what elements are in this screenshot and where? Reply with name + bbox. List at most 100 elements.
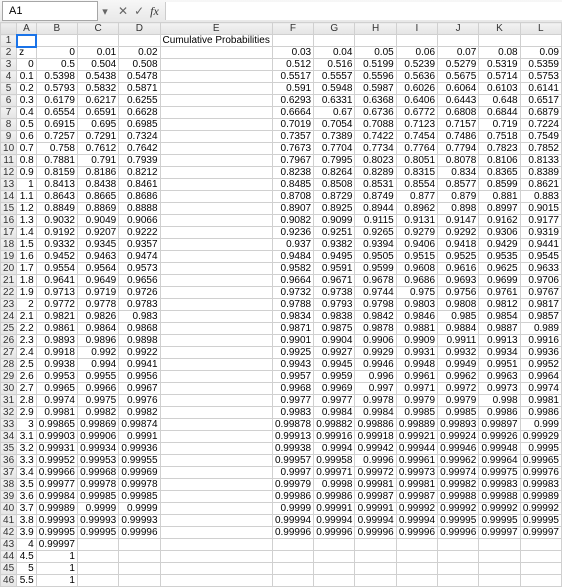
row-header-26[interactable]: 26 <box>1 335 17 347</box>
cell-B26[interactable]: 0.9893 <box>36 335 77 347</box>
row-header-3[interactable]: 3 <box>1 59 17 71</box>
cell-I2[interactable]: 0.06 <box>396 47 437 59</box>
cell-A23[interactable]: 2 <box>17 299 37 311</box>
cell-G24[interactable]: 0.9838 <box>314 311 355 323</box>
cell-C8[interactable]: 0.695 <box>77 119 118 131</box>
cell-D9[interactable]: 0.7324 <box>119 131 160 143</box>
cell-I45[interactable] <box>396 563 437 575</box>
cell-F27[interactable]: 0.9925 <box>272 347 313 359</box>
cell-I15[interactable]: 0.8962 <box>396 203 437 215</box>
cell-L3[interactable]: 0.5359 <box>520 59 561 71</box>
cell-H7[interactable]: 0.6736 <box>355 107 396 119</box>
cell-I1[interactable] <box>396 35 437 47</box>
cell-H25[interactable]: 0.9878 <box>355 323 396 335</box>
cell-L9[interactable]: 0.7549 <box>520 131 561 143</box>
cell-C29[interactable]: 0.9955 <box>77 371 118 383</box>
cell-C10[interactable]: 0.7612 <box>77 143 118 155</box>
cell-E2[interactable] <box>160 47 272 59</box>
cell-J24[interactable]: 0.985 <box>438 311 479 323</box>
cell-E35[interactable] <box>160 443 272 455</box>
cell-L30[interactable]: 0.9974 <box>520 383 561 395</box>
cell-G13[interactable]: 0.8508 <box>314 179 355 191</box>
row-header-9[interactable]: 9 <box>1 131 17 143</box>
cell-G14[interactable]: 0.8729 <box>314 191 355 203</box>
cell-H29[interactable]: 0.996 <box>355 371 396 383</box>
cell-D35[interactable]: 0.99936 <box>119 443 160 455</box>
cell-K16[interactable]: 0.9162 <box>479 215 520 227</box>
cell-C5[interactable]: 0.5832 <box>77 83 118 95</box>
cell-E13[interactable] <box>160 179 272 191</box>
cell-B11[interactable]: 0.7881 <box>36 155 77 167</box>
cell-H34[interactable]: 0.99918 <box>355 431 396 443</box>
cell-B27[interactable]: 0.9918 <box>36 347 77 359</box>
cell-I46[interactable] <box>396 575 437 587</box>
cell-B8[interactable]: 0.6915 <box>36 119 77 131</box>
cell-B45[interactable]: 1 <box>36 563 77 575</box>
cell-A20[interactable]: 1.7 <box>17 263 37 275</box>
cell-I7[interactable]: 0.6772 <box>396 107 437 119</box>
cell-H14[interactable]: 0.8749 <box>355 191 396 203</box>
cell-K26[interactable]: 0.9913 <box>479 335 520 347</box>
cell-H40[interactable]: 0.99991 <box>355 503 396 515</box>
cell-J23[interactable]: 0.9808 <box>438 299 479 311</box>
cell-F18[interactable]: 0.937 <box>272 239 313 251</box>
cell-A44[interactable]: 4.5 <box>17 551 37 563</box>
cell-G6[interactable]: 0.6331 <box>314 95 355 107</box>
cell-G33[interactable]: 0.99882 <box>314 419 355 431</box>
cell-G35[interactable]: 0.9994 <box>314 443 355 455</box>
row-header-43[interactable]: 43 <box>1 539 17 551</box>
cell-F36[interactable]: 0.99957 <box>272 455 313 467</box>
cell-E19[interactable] <box>160 251 272 263</box>
cell-H46[interactable] <box>355 575 396 587</box>
cell-C3[interactable]: 0.504 <box>77 59 118 71</box>
cell-F35[interactable]: 0.99938 <box>272 443 313 455</box>
cell-C35[interactable]: 0.99934 <box>77 443 118 455</box>
cell-D29[interactable]: 0.9956 <box>119 371 160 383</box>
cell-E17[interactable] <box>160 227 272 239</box>
cell-E39[interactable] <box>160 491 272 503</box>
cell-D28[interactable]: 0.9941 <box>119 359 160 371</box>
cell-K12[interactable]: 0.8365 <box>479 167 520 179</box>
cell-I42[interactable]: 0.99996 <box>396 527 437 539</box>
cell-L44[interactable] <box>520 551 561 563</box>
cell-E10[interactable] <box>160 143 272 155</box>
cell-E16[interactable] <box>160 215 272 227</box>
cell-J22[interactable]: 0.9756 <box>438 287 479 299</box>
formula-bar[interactable] <box>165 2 562 20</box>
cell-F8[interactable]: 0.7019 <box>272 119 313 131</box>
cell-G45[interactable] <box>314 563 355 575</box>
cell-A38[interactable]: 3.5 <box>17 479 37 491</box>
cell-K10[interactable]: 0.7823 <box>479 143 520 155</box>
cell-J29[interactable]: 0.9962 <box>438 371 479 383</box>
cell-H38[interactable]: 0.99981 <box>355 479 396 491</box>
cell-D12[interactable]: 0.8212 <box>119 167 160 179</box>
cell-B9[interactable]: 0.7257 <box>36 131 77 143</box>
cell-B6[interactable]: 0.6179 <box>36 95 77 107</box>
cell-D14[interactable]: 0.8686 <box>119 191 160 203</box>
column-header-K[interactable]: K <box>479 23 520 35</box>
row-header-36[interactable]: 36 <box>1 455 17 467</box>
cell-B31[interactable]: 0.9974 <box>36 395 77 407</box>
cell-K5[interactable]: 0.6103 <box>479 83 520 95</box>
cell-F40[interactable]: 0.9999 <box>272 503 313 515</box>
cell-L23[interactable]: 0.9817 <box>520 299 561 311</box>
cell-L1[interactable] <box>520 35 561 47</box>
cell-C37[interactable]: 0.99968 <box>77 467 118 479</box>
row-header-28[interactable]: 28 <box>1 359 17 371</box>
cell-A22[interactable]: 1.9 <box>17 287 37 299</box>
cell-B12[interactable]: 0.8159 <box>36 167 77 179</box>
cell-B20[interactable]: 0.9554 <box>36 263 77 275</box>
row-header-18[interactable]: 18 <box>1 239 17 251</box>
column-header-A[interactable]: A <box>17 23 37 35</box>
cell-L25[interactable]: 0.989 <box>520 323 561 335</box>
cell-B17[interactable]: 0.9192 <box>36 227 77 239</box>
cell-B32[interactable]: 0.9981 <box>36 407 77 419</box>
cell-L10[interactable]: 0.7852 <box>520 143 561 155</box>
cell-J30[interactable]: 0.9972 <box>438 383 479 395</box>
cell-L2[interactable]: 0.09 <box>520 47 561 59</box>
cell-K19[interactable]: 0.9535 <box>479 251 520 263</box>
cell-L5[interactable]: 0.6141 <box>520 83 561 95</box>
cell-H11[interactable]: 0.8023 <box>355 155 396 167</box>
row-header-32[interactable]: 32 <box>1 407 17 419</box>
cell-A17[interactable]: 1.4 <box>17 227 37 239</box>
